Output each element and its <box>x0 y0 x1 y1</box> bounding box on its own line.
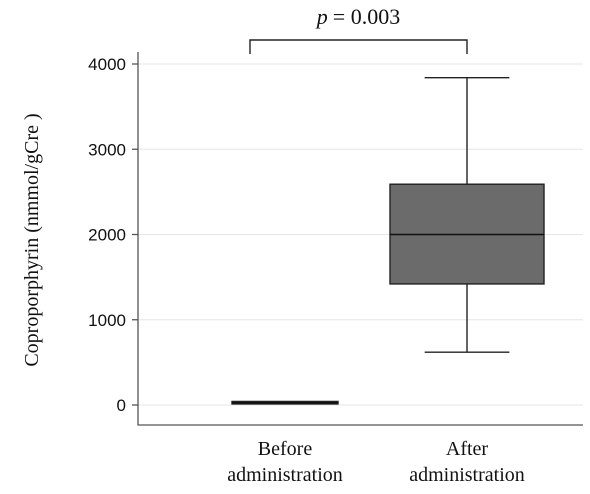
p-symbol: p <box>315 4 328 29</box>
y-tick-label: 4000 <box>88 55 126 74</box>
significance-bracket <box>249 39 468 54</box>
x-category-labels: Before administration After administration <box>227 438 525 486</box>
category-label-line1: After <box>446 438 489 460</box>
axes <box>137 52 583 426</box>
y-tick-label: 1000 <box>88 311 126 330</box>
p-value-text: = 0.003 <box>333 4 400 29</box>
box-before <box>231 400 339 405</box>
axis-frame <box>137 52 583 426</box>
gridlines <box>138 63 583 406</box>
y-tick-label: 3000 <box>88 140 126 159</box>
category-label-line2: administration <box>227 464 343 486</box>
category-label-line2: administration <box>409 464 525 486</box>
box-after <box>389 76 545 353</box>
y-tick-label: 2000 <box>88 226 126 245</box>
p-value-label: p = 0.003 <box>315 4 400 29</box>
boxes <box>231 76 545 405</box>
y-ticks: 0 1000 2000 3000 4000 <box>88 55 138 415</box>
category-label-line1: Before <box>258 438 313 460</box>
y-tick-label: 0 <box>117 396 126 415</box>
y-axis-title: Coproporphyrin (nmmol/gCre ) <box>21 113 43 366</box>
significance-annotation: p = 0.003 <box>249 4 468 54</box>
